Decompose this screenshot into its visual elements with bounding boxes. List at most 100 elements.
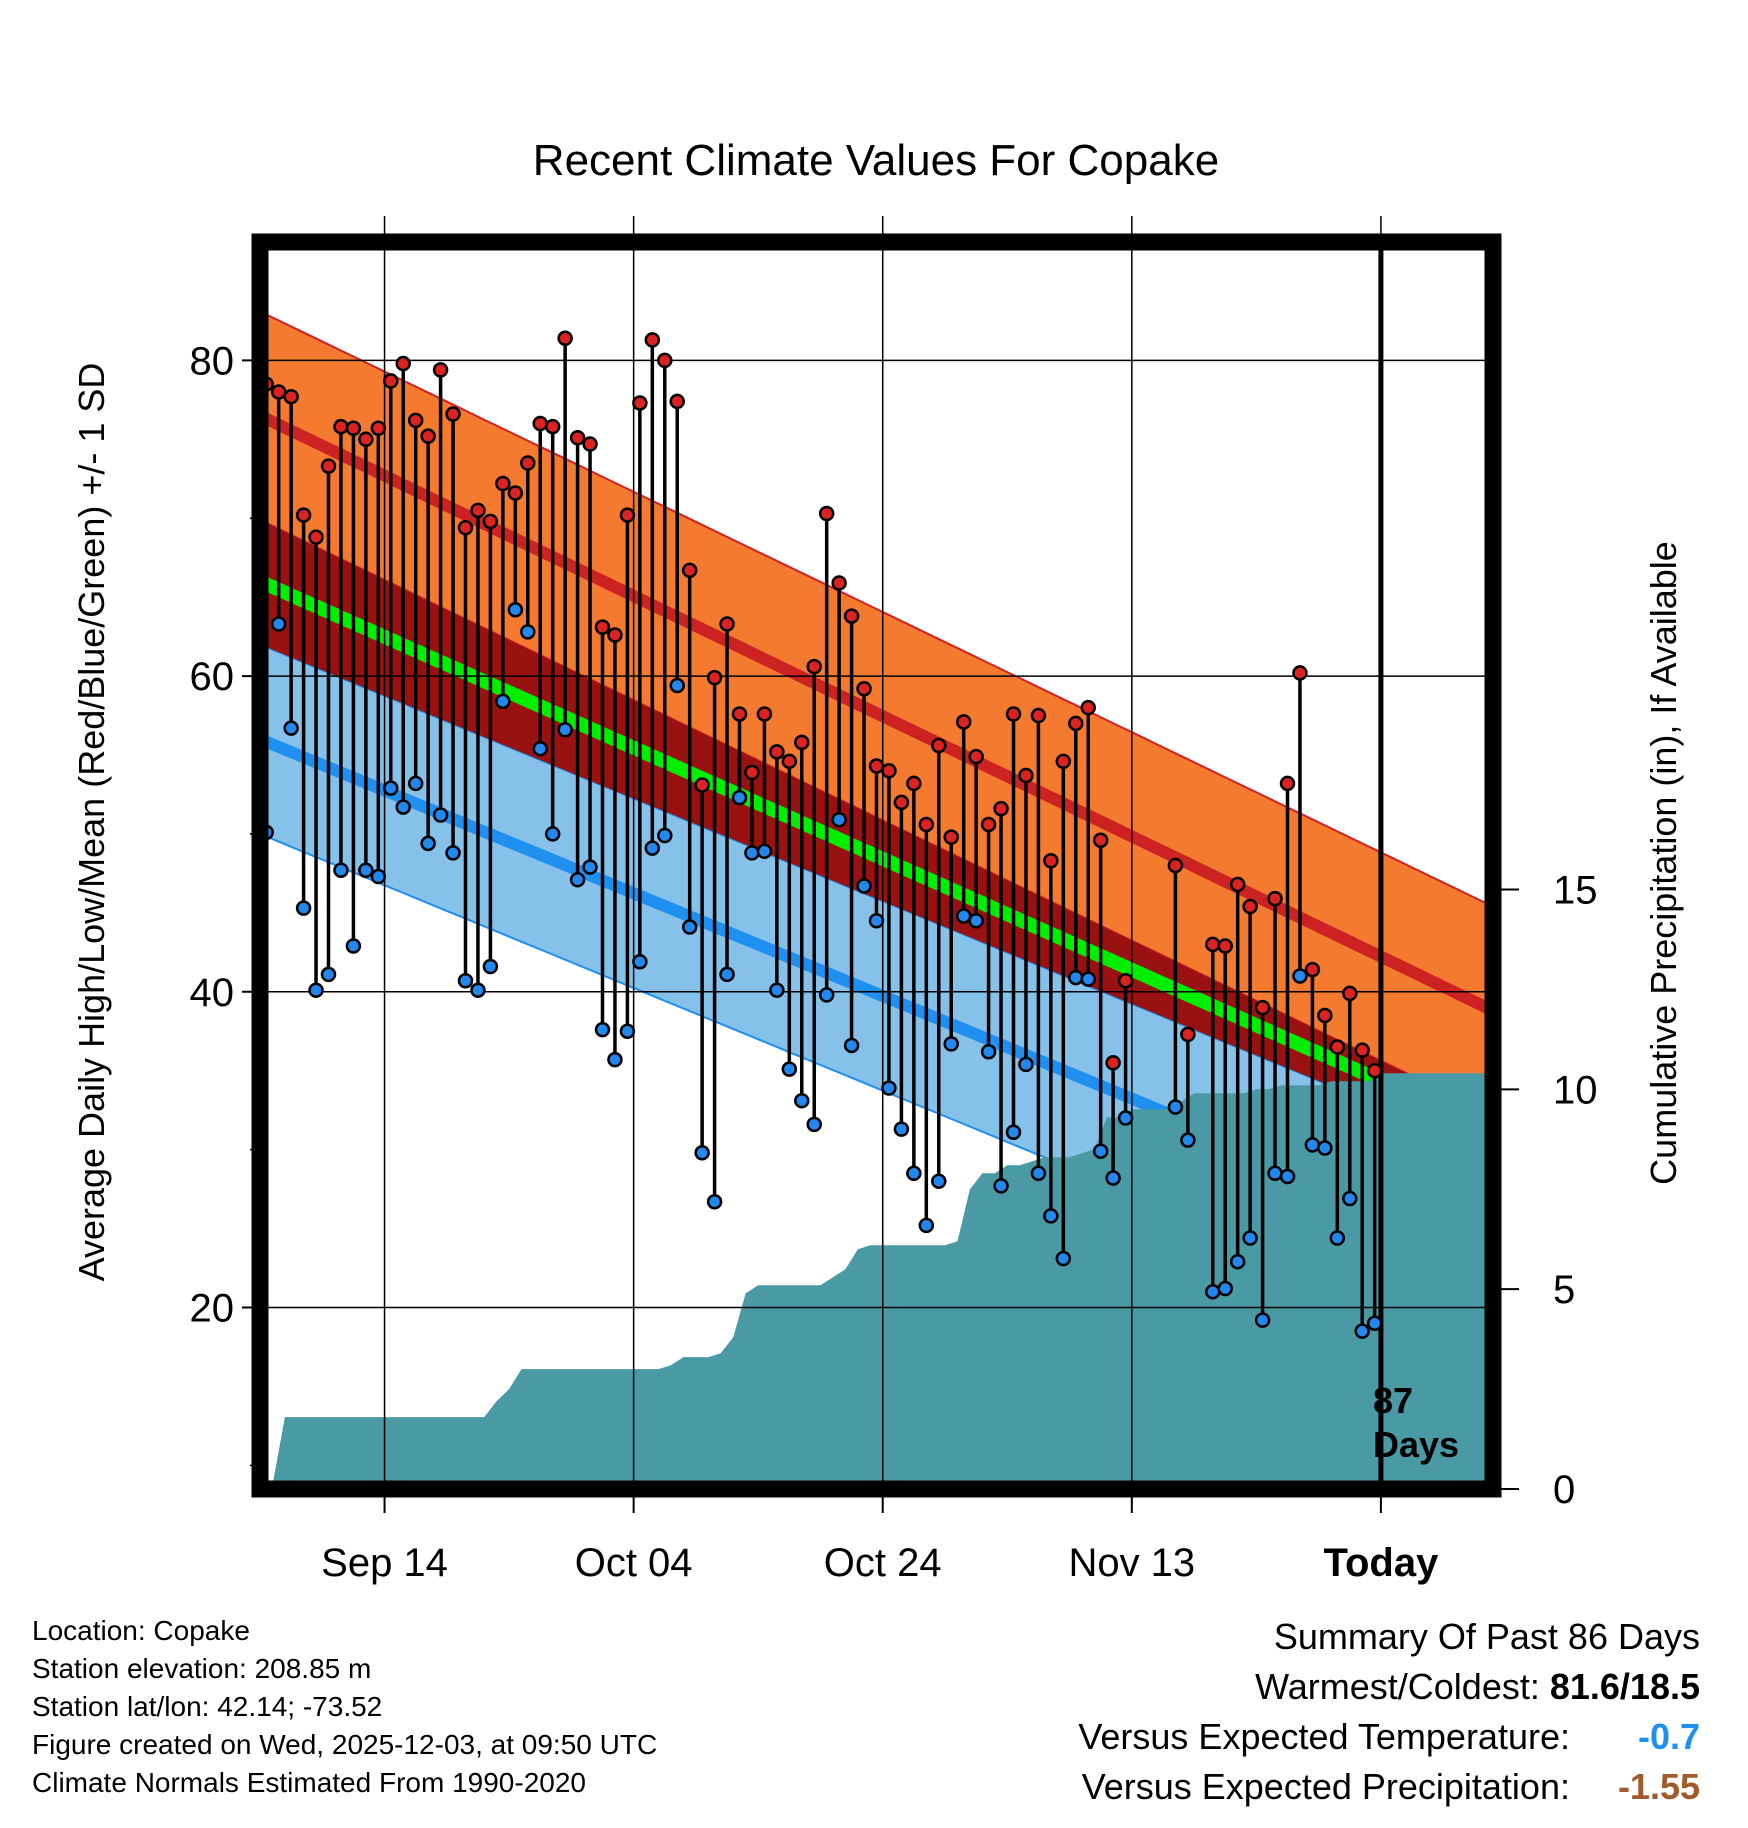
daily-high-dot bbox=[594, 619, 611, 635]
y-right-tick-label: 15 bbox=[1553, 868, 1598, 912]
daily-high-dot bbox=[345, 420, 362, 437]
daily-high-dot bbox=[582, 436, 598, 452]
daily-high-dot bbox=[681, 562, 698, 579]
daily-low-dot bbox=[569, 871, 586, 888]
daily-low-dot bbox=[283, 720, 299, 736]
daily-low-dot bbox=[669, 677, 685, 694]
daily-low-dot bbox=[918, 1217, 935, 1234]
daily-low-dot bbox=[843, 1037, 860, 1054]
daily-high-dot bbox=[1180, 1026, 1196, 1043]
daily-low-dot bbox=[1342, 1190, 1358, 1207]
daily-low-dot bbox=[395, 799, 411, 815]
daily-high-dot bbox=[1354, 1042, 1370, 1058]
daily-low-dot bbox=[1117, 1110, 1134, 1126]
precip-area-layer bbox=[260, 1073, 1493, 1489]
summary-precip: Versus Expected Precipitation: -1.55 bbox=[1078, 1762, 1700, 1812]
daily-low-dot bbox=[706, 1193, 723, 1210]
daily-low-dot bbox=[968, 912, 984, 929]
daily-high-dot bbox=[557, 330, 573, 347]
daily-high-dot bbox=[632, 395, 648, 411]
daily-low-dot bbox=[1242, 1230, 1258, 1246]
daily-low-dot bbox=[370, 868, 387, 885]
daily-high-dot bbox=[918, 816, 935, 833]
daily-low-dot bbox=[1068, 969, 1084, 986]
today-days-number: 87 bbox=[1373, 1380, 1413, 1421]
daily-low-dot bbox=[644, 840, 661, 856]
daily-high-dot bbox=[881, 763, 897, 779]
daily-low-dot bbox=[980, 1044, 997, 1060]
latlon-text: Station lat/lon: 42.14; -73.52 bbox=[32, 1691, 383, 1722]
daily-low-dot bbox=[1030, 1165, 1047, 1182]
daily-low-dot bbox=[1105, 1170, 1121, 1186]
daily-low-dot bbox=[794, 1092, 810, 1109]
daily-low-dot bbox=[731, 789, 748, 806]
daily-low-dot bbox=[407, 775, 424, 792]
daily-low-dot bbox=[681, 919, 698, 935]
daily-low-dot bbox=[482, 958, 499, 975]
daily-low-dot bbox=[345, 938, 362, 954]
daily-high-dot bbox=[295, 507, 312, 523]
daily-low-dot bbox=[594, 1021, 611, 1038]
daily-high-dot bbox=[432, 362, 449, 378]
daily-high-dot bbox=[1342, 985, 1358, 1002]
daily-high-dot bbox=[1055, 753, 1072, 770]
daily-high-dot bbox=[445, 406, 461, 422]
daily-high-dot bbox=[694, 777, 710, 793]
x-tick-label: Sep 14 bbox=[321, 1541, 448, 1585]
daily-high-dot bbox=[358, 431, 374, 448]
daily-low-dot bbox=[507, 602, 524, 618]
daily-high-dot bbox=[781, 753, 798, 770]
daily-low-dot bbox=[1217, 1280, 1233, 1297]
daily-high-dot bbox=[457, 519, 474, 536]
daily-low-dot bbox=[1167, 1099, 1184, 1115]
daily-low-dot bbox=[308, 982, 324, 998]
daily-high-dot bbox=[1030, 707, 1047, 724]
daily-low-dot bbox=[420, 835, 436, 852]
daily-high-dot bbox=[333, 418, 349, 435]
daily-low-dot bbox=[694, 1145, 710, 1161]
daily-low-dot bbox=[1354, 1323, 1370, 1339]
grid-lines bbox=[260, 216, 1493, 1489]
location-text: Location: Copake bbox=[32, 1615, 250, 1646]
daily-high-dot bbox=[955, 714, 972, 730]
daily-high-dot bbox=[1105, 1055, 1121, 1071]
y-right-tick-label: 5 bbox=[1553, 1268, 1575, 1312]
precip-anomaly-value: -1.55 bbox=[1617, 1766, 1700, 1807]
daily-low-dot bbox=[532, 740, 548, 757]
daily-low-dot bbox=[1329, 1230, 1346, 1246]
precip-area bbox=[260, 1073, 1493, 1489]
daily-high-dot bbox=[731, 706, 748, 722]
daily-high-dot bbox=[744, 764, 760, 781]
daily-low-dot bbox=[358, 862, 374, 878]
daily-low-dot bbox=[1254, 1312, 1271, 1328]
daily-low-dot bbox=[1366, 1315, 1383, 1332]
daily-high-dot bbox=[906, 775, 922, 792]
daily-high-dot bbox=[993, 800, 1009, 817]
daily-high-dot bbox=[532, 415, 548, 432]
daily-high-dot bbox=[270, 384, 287, 400]
x-tick-label: Today bbox=[1323, 1541, 1439, 1585]
y-right-tick-label: 0 bbox=[1553, 1468, 1575, 1512]
y-left-tick-label: 20 bbox=[190, 1286, 235, 1330]
x-tick-label: Oct 24 bbox=[824, 1541, 942, 1585]
daily-high-dot bbox=[1018, 767, 1034, 784]
daily-low-dot bbox=[993, 1178, 1009, 1194]
daily-high-dot bbox=[607, 627, 623, 643]
summary-panel: Summary Of Past 86 Days Warmest/Coldest:… bbox=[1078, 1612, 1700, 1812]
daily-low-dot bbox=[1080, 971, 1096, 987]
daily-low-dot bbox=[1205, 1283, 1221, 1300]
daily-low-dot bbox=[781, 1061, 798, 1077]
daily-high-dot bbox=[1292, 665, 1308, 681]
daily-low-dot bbox=[1055, 1250, 1072, 1267]
daily-high-dot bbox=[1005, 706, 1022, 722]
daily-high-dot bbox=[1366, 1062, 1383, 1079]
daily-low-dot bbox=[806, 1116, 822, 1133]
daily-high-dot bbox=[719, 616, 735, 632]
daily-low-dot bbox=[1292, 968, 1308, 984]
daily-low-dot bbox=[295, 900, 312, 916]
plot-frame bbox=[251, 233, 1502, 1498]
daily-low-dot bbox=[457, 972, 474, 989]
summary-temp: Versus Expected Temperature: -0.7 bbox=[1078, 1712, 1700, 1762]
today-days-label: Days bbox=[1373, 1424, 1459, 1465]
daily-high-dot bbox=[669, 393, 685, 410]
